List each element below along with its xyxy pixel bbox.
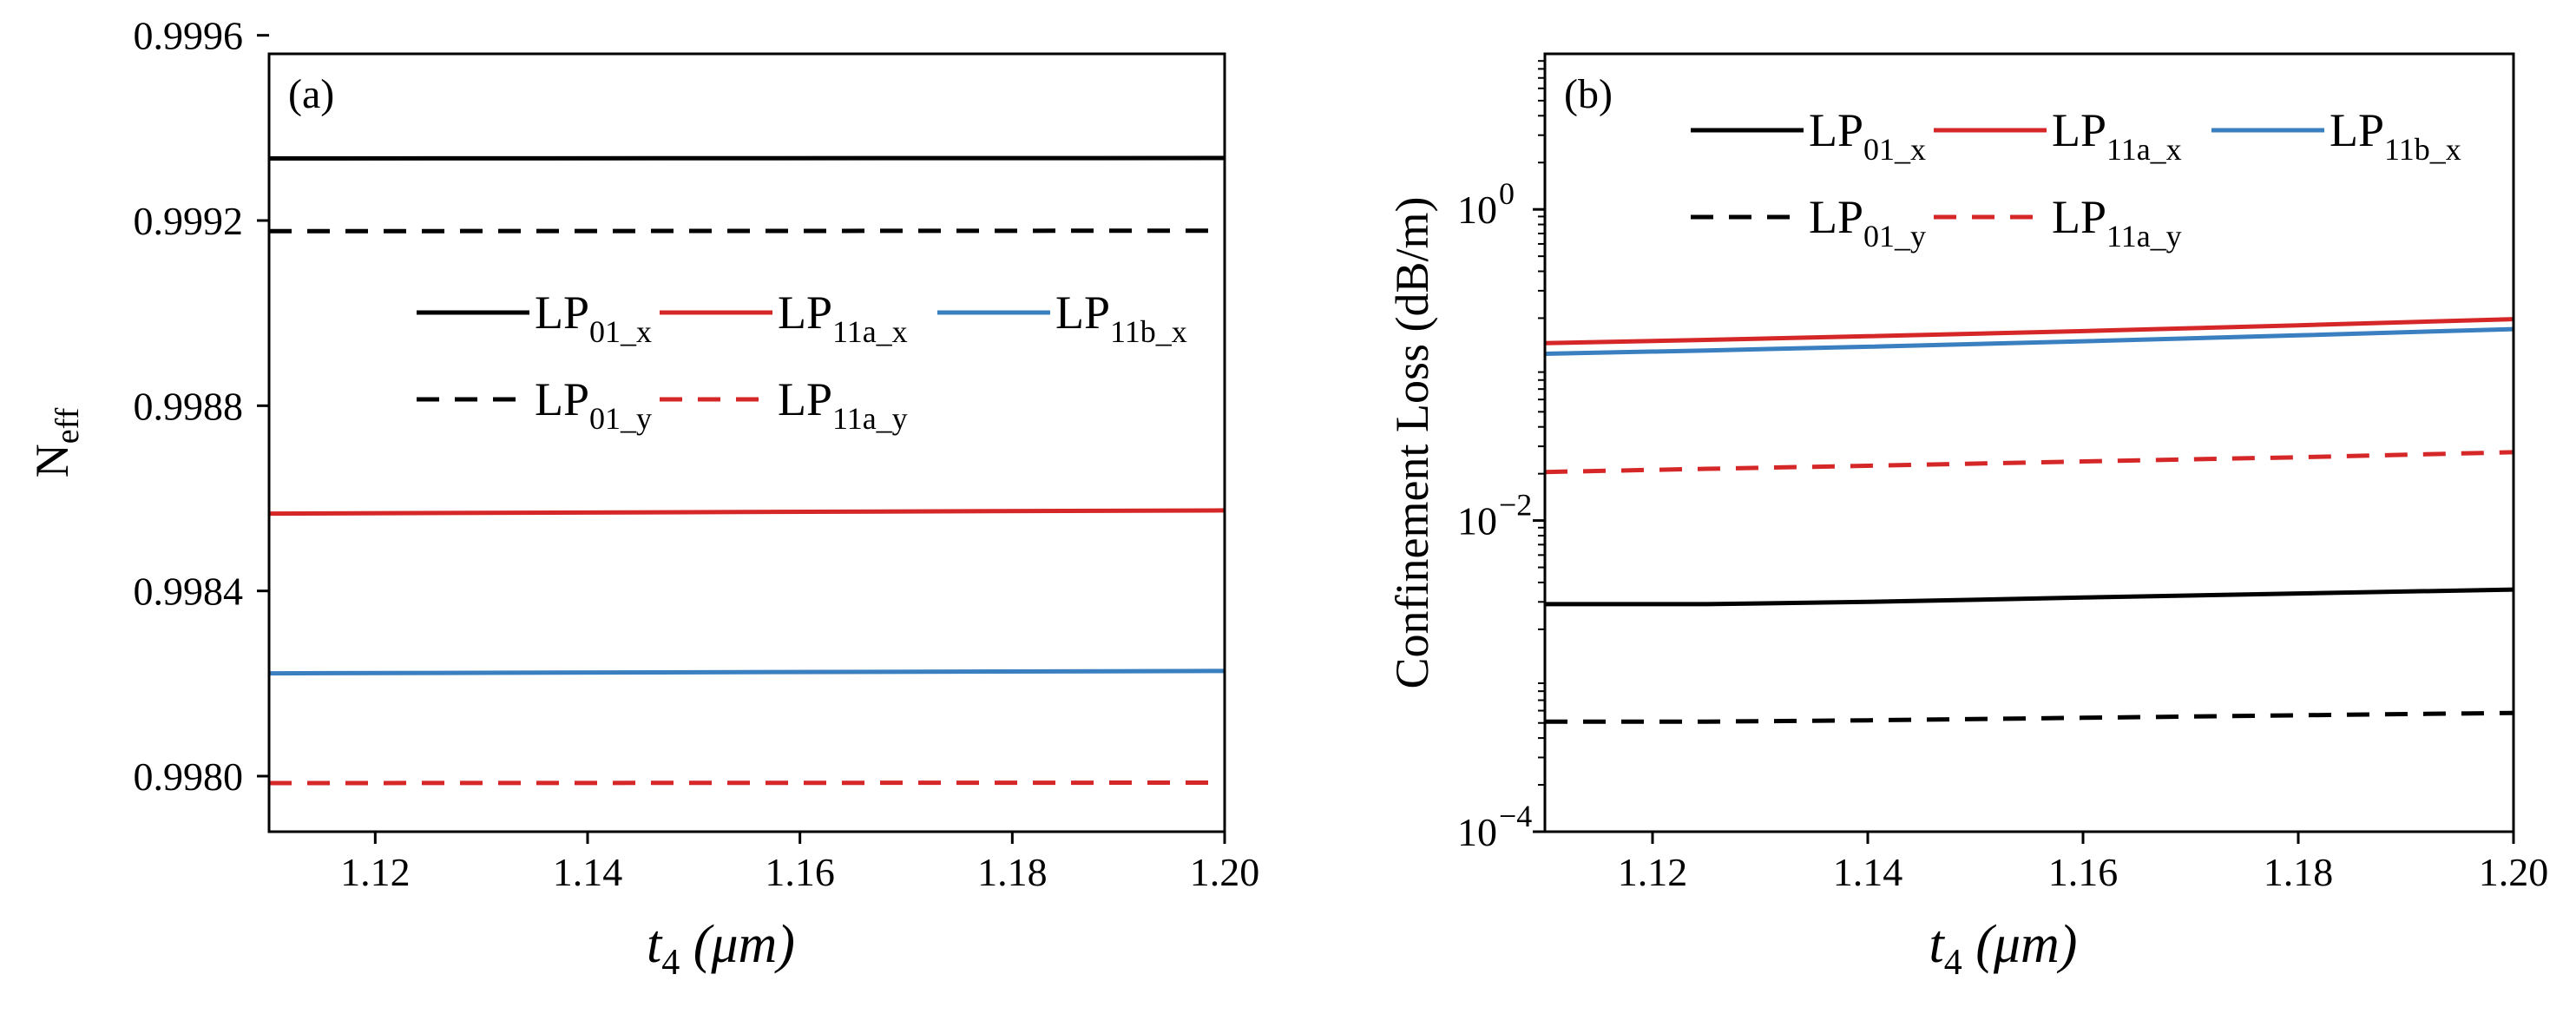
y-tick-label: 0.9988: [134, 384, 244, 428]
y-axis-label-sub: eff: [49, 407, 86, 444]
legend-label-sub: 11a_y: [832, 401, 908, 436]
x-tick-label: 1.14: [1833, 850, 1903, 894]
panel-label: (b): [1564, 71, 1613, 117]
x-axis-label-var: t: [1929, 915, 1946, 974]
y-tick-label: 10: [1457, 499, 1497, 543]
x-axis-label: t4 (μm): [1929, 915, 2078, 983]
x-axis-label-sub: 4: [661, 943, 680, 983]
legend-label-LP11b_x: LP11b_x: [1055, 286, 1187, 349]
series-line-LP11a_y: [268, 780, 1226, 786]
legend-label-sub: 11a_y: [2106, 219, 2182, 254]
y-tick-label: 0.9980: [134, 754, 244, 799]
series-line-LP11a_x: [268, 508, 1226, 517]
y-tick-base: 10: [1457, 810, 1497, 854]
legend-label-base: LP: [2330, 104, 2384, 156]
y-tick-label: 0.9984: [134, 570, 244, 614]
y-tick-base: 10: [1457, 499, 1497, 543]
legend-label-base: LP: [778, 373, 832, 425]
series-line-LP01_y: [268, 228, 1226, 234]
legend-label-base: LP: [1809, 104, 1863, 156]
legend-label-sub: 11a_x: [2106, 132, 2182, 167]
series-line-LP11b_x: [1544, 326, 2514, 356]
x-tick-label: 1.12: [1618, 850, 1688, 894]
legend-label-LP11a_x: LP11a_x: [2052, 104, 2182, 167]
legend-label-sub: 01_y: [589, 401, 652, 436]
x-tick-label: 1.16: [765, 850, 835, 894]
series-line-LP11b_x: [268, 668, 1226, 676]
y-axis-label: Confinement Loss (dB/m): [1386, 197, 1438, 689]
y-tick-exponent: −4: [1499, 799, 1532, 833]
legend-label-sub: 01_x: [1863, 132, 1926, 167]
legend-label-sub: 01_x: [589, 314, 652, 349]
legend-label-base: LP: [2052, 191, 2106, 243]
legend-label-base: LP: [535, 373, 589, 425]
series-line-LP01_x: [268, 155, 1226, 161]
x-axis-label-unit: (μm): [1962, 915, 2078, 974]
series-line-LP11a_x: [1544, 317, 2514, 346]
legend-label-LP11b_x: LP11b_x: [2330, 104, 2461, 167]
series-line-LP01_x: [1545, 587, 2514, 607]
legend-label-LP01_x: LP01_x: [535, 286, 652, 349]
axes-frame: [1543, 52, 2515, 833]
y-tick-label: 0.9992: [134, 199, 244, 243]
legend-label-LP11a_y: LP11a_y: [2052, 191, 2182, 254]
panel-a: 1.12 1.14 1.16 1.18 1.20 0.9980 0.9984 0.9988 0.…: [26, 14, 1259, 983]
x-axis-label: t4 (μm): [647, 915, 795, 983]
y-tick-label: 0.9996: [134, 14, 244, 58]
x-tick-label: 1.18: [2264, 850, 2334, 894]
legend-label-LP01_y: LP01_y: [1809, 191, 1926, 254]
legend-label-base: LP: [2052, 104, 2106, 156]
x-tick-label: 1.14: [553, 850, 623, 894]
legend-label-sub: 01_y: [1863, 219, 1926, 254]
panel-label: (a): [288, 71, 334, 117]
x-axis-label-sub: 4: [1944, 943, 1962, 983]
y-axis-label: Neff: [26, 407, 86, 477]
legend-label-base: LP: [535, 286, 589, 339]
legend-label-base: LP: [778, 286, 832, 339]
x-tick-label: 1.20: [1190, 850, 1260, 894]
legend-label-sub: 11a_x: [832, 314, 908, 349]
y-tick-label: 10: [1457, 810, 1497, 854]
legend-label-LP11a_x: LP11a_x: [778, 286, 908, 349]
series-line-LP01_y: [1545, 710, 2514, 724]
legend-label-base: LP: [1055, 286, 1110, 339]
y-axis-label-base: N: [26, 444, 78, 477]
x-tick-label: 1.18: [977, 850, 1048, 894]
y-tick-exponent: 0: [1499, 176, 1515, 211]
legend-label-sub: 11b_x: [2384, 132, 2461, 167]
legend-label-LP11a_y: LP11a_y: [778, 373, 908, 436]
legend-label-base: LP: [1809, 191, 1863, 243]
legend-label-sub: 11b_x: [1110, 314, 1187, 349]
y-tick-label: 10: [1457, 188, 1497, 232]
y-tick-base: 10: [1457, 188, 1497, 232]
x-tick-label: 1.12: [340, 850, 411, 894]
x-axis-label-unit: (μm): [680, 915, 795, 974]
axes-frame: [267, 52, 1226, 833]
legend-label-LP01_y: LP01_y: [535, 373, 652, 436]
x-axis-label-var: t: [647, 915, 663, 974]
series-line-LP11a_y: [1544, 450, 2514, 475]
y-tick-exponent: −2: [1499, 488, 1532, 523]
x-tick-label: 1.20: [2479, 850, 2549, 894]
legend-label-LP01_x: LP01_x: [1809, 104, 1926, 167]
x-tick-label: 1.16: [2048, 850, 2119, 894]
